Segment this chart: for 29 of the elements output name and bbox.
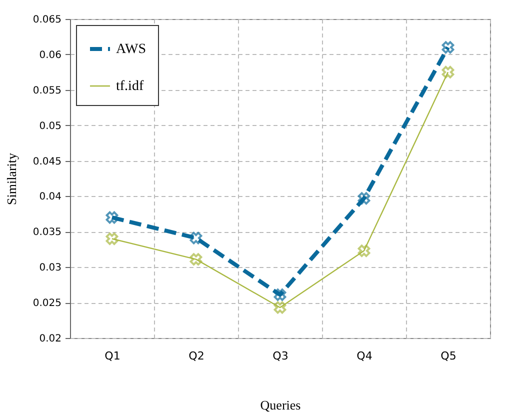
point: [274, 301, 286, 314]
point: [358, 192, 370, 205]
y-tick-label: 0.04: [39, 192, 62, 203]
x-tick-label: Q1: [104, 350, 120, 362]
legend-label: tf.idf: [116, 79, 144, 94]
point: [106, 232, 118, 245]
x-tick-label: Q2: [188, 350, 204, 362]
x-tick-label: Q4: [356, 350, 372, 362]
point: [442, 66, 454, 78]
point: [274, 288, 286, 301]
x-tick-label: Q5: [440, 350, 456, 362]
point: [190, 253, 202, 266]
y-tick-label: 0.045: [32, 156, 62, 168]
y-tick-label: 0.03: [39, 262, 62, 274]
y-axis-title: Similarity: [4, 152, 19, 205]
y-tick-label: 0.065: [32, 14, 62, 26]
x-axis-title: Queries: [260, 398, 301, 412]
y-tick-label: 0.05: [39, 120, 62, 132]
point: [190, 232, 202, 244]
point: [358, 244, 370, 257]
legend-label: AWS: [116, 42, 146, 57]
y-tick-label: 0.055: [32, 85, 62, 96]
x-tick-label: Q3: [272, 350, 288, 362]
y-tick-label: 0.02: [39, 334, 62, 344]
point: [106, 211, 118, 224]
y-tick-label: 0.06: [39, 50, 62, 61]
y-tick-label: 0.025: [32, 298, 62, 310]
point: [442, 41, 454, 54]
y-tick-label: 0.035: [32, 227, 62, 238]
